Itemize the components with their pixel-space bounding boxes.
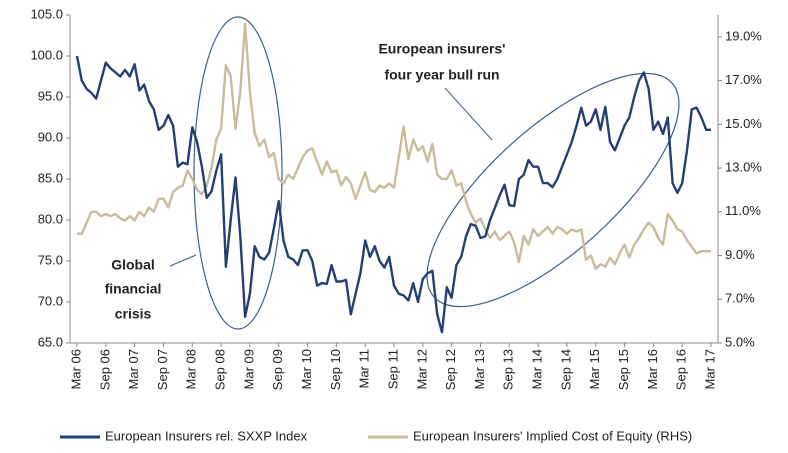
series-line [77, 22, 711, 270]
x-tick-label: Sep 07 [155, 349, 170, 390]
y2-tick-label: 17.0% [725, 72, 762, 87]
y2-tick-label: 11.0% [725, 203, 761, 218]
legend-label: European Insurers' Implied Cost of Equit… [413, 428, 692, 443]
series-line [75, 55, 711, 334]
x-tick-label: Mar 17 [702, 349, 717, 389]
x-tick-label: Sep 08 [213, 349, 228, 390]
y2-tick-label: 5.0% [725, 334, 755, 349]
annotation: European insurers' [378, 41, 505, 57]
y-tick-label: 75.0 [38, 252, 63, 267]
y-tick-label: 80.0 [38, 211, 63, 226]
annotation: four year bull run [384, 67, 499, 83]
annotation: crisis [115, 306, 152, 322]
x-tick-label: Mar 10 [299, 349, 314, 389]
x-tick-label: Mar 16 [645, 349, 660, 389]
x-tick-label: Mar 13 [472, 349, 487, 389]
y2-tick-label: 19.0% [725, 28, 762, 43]
x-tick-label: Mar 11 [357, 349, 372, 389]
x-tick-label: Mar 12 [414, 349, 429, 389]
bull-run-ellipse [426, 72, 680, 308]
legend-label: European Insurers rel. SXXP Index [105, 428, 308, 443]
x-tick-label: Sep 12 [443, 349, 458, 390]
y2-tick-label: 15.0% [725, 116, 762, 131]
y2-tick-label: 13.0% [725, 160, 762, 175]
y-tick-label: 105.0 [30, 6, 63, 21]
x-tick-label: Mar 09 [241, 349, 256, 389]
annotation: Global [111, 257, 155, 273]
y2-tick-label: 7.0% [725, 291, 755, 306]
annotation: financial [105, 281, 162, 297]
y-tick-label: 100.0 [30, 47, 63, 62]
x-tick-label: Sep 09 [270, 349, 285, 390]
x-tick-label: Mar 06 [68, 349, 83, 389]
leader-line [444, 87, 493, 141]
x-tick-label: Sep 13 [501, 349, 516, 390]
y-tick-label: 65.0 [38, 334, 63, 349]
y-tick-label: 70.0 [38, 293, 63, 308]
x-tick-label: Sep 14 [558, 349, 573, 390]
x-tick-label: Mar 15 [587, 349, 602, 389]
x-tick-label: Sep 16 [674, 349, 689, 390]
x-tick-label: Sep 06 [97, 349, 112, 390]
x-tick-label: Mar 07 [126, 349, 141, 389]
x-tick-label: Sep 11 [385, 349, 400, 389]
leader-line [169, 254, 197, 267]
y-tick-label: 90.0 [38, 129, 63, 144]
x-tick-label: Mar 14 [530, 349, 545, 389]
x-tick-label: Sep 15 [616, 349, 631, 390]
y-tick-label: 95.0 [38, 88, 63, 103]
y2-tick-label: 9.0% [725, 247, 755, 262]
y-tick-label: 85.0 [38, 170, 63, 185]
x-tick-label: Sep 10 [328, 349, 343, 390]
crisis-ellipse [193, 16, 283, 330]
x-tick-label: Mar 08 [184, 349, 199, 389]
